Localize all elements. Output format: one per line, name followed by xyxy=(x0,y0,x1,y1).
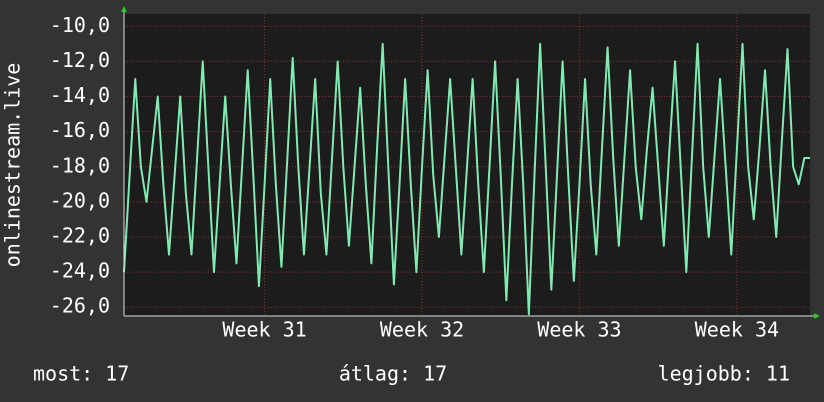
footer-stat: most: 17 xyxy=(33,362,129,386)
y-tick-label: -16,0 xyxy=(50,118,110,142)
y-axis-title: onlinestream.live xyxy=(1,63,25,268)
y-tick-label: -26,0 xyxy=(50,294,110,318)
axis-arrow xyxy=(814,313,820,319)
y-tick-label: -14,0 xyxy=(50,83,110,107)
y-tick-label: -22,0 xyxy=(50,223,110,247)
footer-stat: átlag: 17 xyxy=(339,362,447,386)
x-tick-label: Week 32 xyxy=(380,318,464,342)
y-tick-label: -18,0 xyxy=(50,153,110,177)
y-tick-label: -10,0 xyxy=(50,13,110,37)
series-line xyxy=(123,42,810,316)
footer-stat: legjobb: 11 xyxy=(658,362,790,386)
x-tick-label: Week 33 xyxy=(537,318,621,342)
x-tick-label: Week 31 xyxy=(222,318,306,342)
y-tick-label: -24,0 xyxy=(50,259,110,283)
x-tick-label: Week 34 xyxy=(695,318,779,342)
axis-arrow xyxy=(121,6,127,12)
y-tick-label: -12,0 xyxy=(50,48,110,72)
y-tick-label: -20,0 xyxy=(50,188,110,212)
